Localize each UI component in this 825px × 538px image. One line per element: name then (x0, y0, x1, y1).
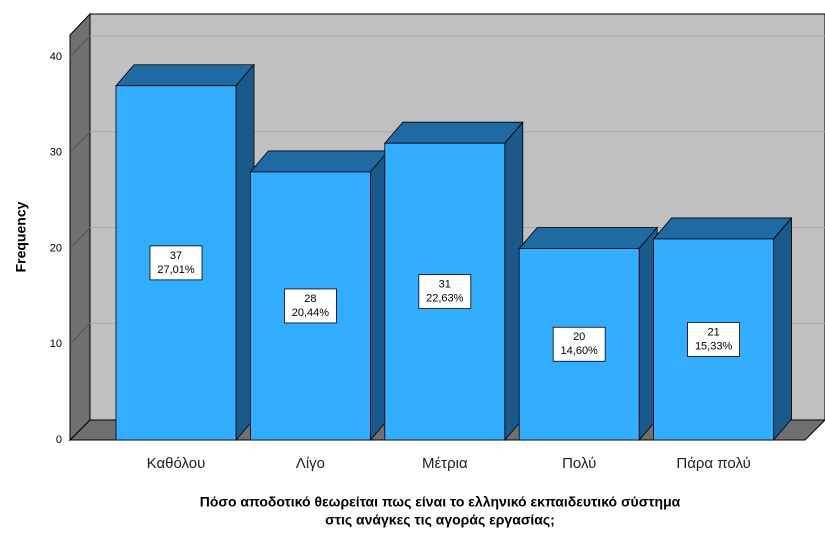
data-label: 14,60% (561, 345, 599, 357)
data-label-box (149, 245, 203, 281)
data-label-box (418, 274, 472, 309)
y-tick-label: 20 (50, 242, 62, 254)
y-axis-label: Frequency (13, 201, 29, 272)
x-axis-label: στις ανάγκες τις αγοράς εργασίας; (325, 512, 555, 528)
y-tick-label: 0 (56, 434, 62, 446)
left-wall (69, 12, 91, 442)
bars: 37 27,01% 28 20,44% 31 22,63% 20 14,60% 21 15,33% (115, 63, 793, 442)
bar-top (652, 217, 793, 240)
bar-top (383, 121, 524, 144)
data-label: 37 (170, 250, 182, 262)
data-label: 21 (707, 326, 719, 338)
data-label: 20,44% (292, 307, 330, 319)
y-tick-label: 40 (50, 51, 62, 63)
data-label: 27,01% (157, 264, 195, 276)
grid-line (69, 35, 91, 58)
data-label-box (552, 326, 606, 362)
y-tick-label: 30 (50, 147, 62, 159)
data-label: 28 (304, 293, 316, 305)
data-label: 20 (573, 331, 585, 343)
data-label-box (283, 288, 337, 324)
bar-top (518, 227, 659, 249)
x-tick-label: Καθόλου (147, 455, 206, 472)
data-label: 15,33% (695, 340, 733, 352)
bar-side (773, 216, 792, 442)
data-label-box (687, 322, 740, 357)
y-tick-label: 10 (50, 338, 62, 350)
x-tick-label: Μέτρια (422, 455, 468, 472)
grid-line (69, 131, 91, 154)
grid-line (69, 227, 91, 249)
grid-line (69, 322, 91, 345)
x-tick-label: Λίγο (296, 455, 325, 472)
x-tick-label: Πάρα πολύ (676, 455, 750, 472)
data-label: 22,63% (426, 293, 464, 305)
data-label: 31 (439, 279, 451, 291)
bar-top (115, 64, 255, 87)
x-axis-label: Πόσο αποδοτικό θεωρείται πως είναι το ελ… (200, 494, 681, 510)
bar-top (249, 150, 390, 173)
x-tick-label: Πολύ (562, 455, 596, 472)
